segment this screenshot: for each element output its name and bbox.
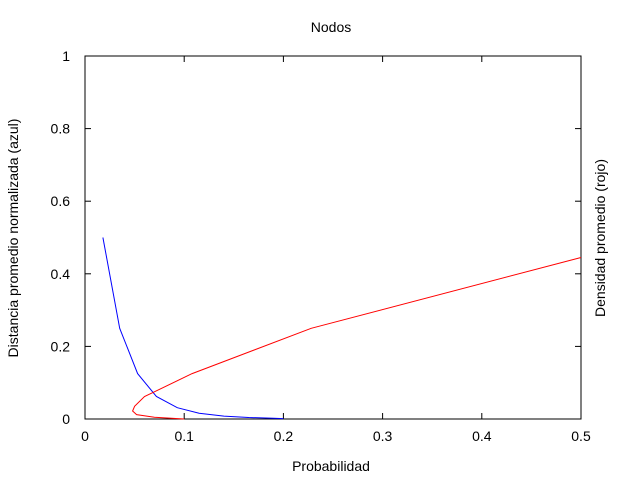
y-tick-label: 0.8 bbox=[51, 121, 71, 137]
x-tick-label: 0.5 bbox=[571, 428, 591, 444]
y2-axis-label: Densidad promedio (rojo) bbox=[592, 159, 608, 317]
y-tick-label: 0.2 bbox=[51, 338, 71, 354]
y-tick-label: 0.4 bbox=[51, 266, 71, 282]
x-tick-label: 0 bbox=[81, 428, 89, 444]
y-tick-label: 0 bbox=[62, 411, 70, 427]
x-tick-label: 0.4 bbox=[472, 428, 492, 444]
y-axis-ticks: 0 0.2 0.4 0.6 0.8 1 bbox=[51, 48, 581, 427]
plot-frame bbox=[84, 55, 582, 420]
y-axis-label: Distancia promedio normalizada (azul) bbox=[5, 119, 21, 358]
x-tick-label: 0.2 bbox=[274, 428, 294, 444]
series-layer bbox=[102, 237, 582, 420]
y-tick-label: 0.6 bbox=[51, 193, 71, 209]
series-line-1 bbox=[102, 237, 284, 420]
x-axis-label: Probabilidad bbox=[292, 458, 370, 474]
x-tick-label: 0.1 bbox=[174, 428, 194, 444]
chart-title: Nodos bbox=[311, 19, 351, 35]
x-axis-ticks: 0 0.1 0.2 0.3 0.4 0.5 bbox=[81, 56, 591, 444]
y-tick-label: 1 bbox=[62, 48, 70, 64]
series-line-2 bbox=[132, 257, 582, 420]
x-tick-label: 0.3 bbox=[373, 428, 393, 444]
